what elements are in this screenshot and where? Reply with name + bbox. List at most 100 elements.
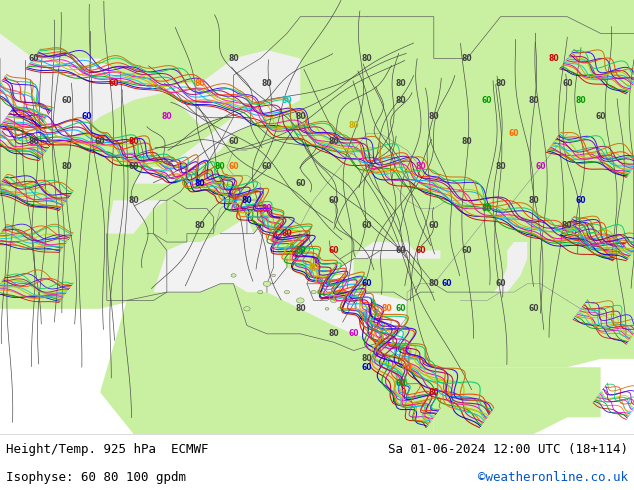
- Text: 60: 60: [228, 137, 239, 147]
- Text: 60: 60: [562, 79, 573, 88]
- Text: 80: 80: [529, 96, 539, 105]
- Circle shape: [272, 274, 276, 277]
- Text: 60: 60: [429, 221, 439, 230]
- Circle shape: [351, 299, 356, 302]
- Text: 80: 80: [328, 137, 339, 147]
- Text: 60: 60: [328, 196, 339, 205]
- Text: 60: 60: [395, 379, 406, 389]
- Text: 60: 60: [328, 246, 339, 255]
- Text: 80: 80: [562, 221, 573, 230]
- Text: 80: 80: [228, 54, 239, 63]
- Text: 80: 80: [295, 304, 306, 313]
- Text: 80: 80: [162, 112, 172, 122]
- Text: 60: 60: [128, 162, 139, 171]
- Text: 80: 80: [215, 162, 226, 171]
- Polygon shape: [354, 242, 441, 259]
- Circle shape: [231, 274, 236, 277]
- Text: 60: 60: [82, 112, 92, 122]
- Text: 80: 80: [548, 54, 559, 63]
- Text: 60: 60: [262, 162, 272, 171]
- Text: 80: 80: [195, 179, 205, 188]
- Polygon shape: [107, 200, 167, 234]
- Text: 80: 80: [295, 246, 306, 255]
- Circle shape: [311, 291, 316, 294]
- Polygon shape: [0, 0, 301, 184]
- Text: 60: 60: [362, 363, 372, 372]
- Text: 80: 80: [429, 112, 439, 122]
- Circle shape: [338, 307, 343, 311]
- Text: 60: 60: [395, 304, 406, 313]
- Text: Isophyse: 60 80 100 gpdm: Isophyse: 60 80 100 gpdm: [6, 471, 186, 484]
- Text: 60: 60: [495, 279, 506, 288]
- Text: 80: 80: [242, 196, 252, 205]
- Text: 60: 60: [508, 129, 519, 138]
- Text: 80: 80: [429, 279, 439, 288]
- Text: 80: 80: [482, 204, 493, 213]
- Circle shape: [263, 281, 271, 286]
- Text: 60: 60: [595, 112, 606, 122]
- Text: 60: 60: [395, 246, 406, 255]
- Text: 80: 80: [415, 162, 426, 171]
- Text: 80: 80: [262, 79, 272, 88]
- Text: 80: 80: [495, 79, 506, 88]
- Text: 60: 60: [529, 304, 539, 313]
- Circle shape: [258, 291, 263, 294]
- Text: 60: 60: [295, 179, 306, 188]
- Text: 80: 80: [128, 196, 139, 205]
- Text: 60: 60: [108, 79, 119, 88]
- Polygon shape: [100, 284, 434, 434]
- Circle shape: [285, 291, 290, 294]
- Text: 80: 80: [281, 96, 292, 105]
- Text: 80: 80: [195, 221, 205, 230]
- Circle shape: [328, 280, 339, 287]
- Text: 60: 60: [482, 96, 493, 105]
- Polygon shape: [153, 217, 407, 359]
- Text: 80: 80: [529, 196, 539, 205]
- Text: 80: 80: [429, 388, 439, 397]
- Text: 60: 60: [442, 279, 453, 288]
- Text: 80: 80: [328, 329, 339, 339]
- Text: Sa 01-06-2024 12:00 UTC (18+114): Sa 01-06-2024 12:00 UTC (18+114): [387, 443, 628, 456]
- Text: 80: 80: [349, 121, 359, 130]
- Text: 80: 80: [382, 304, 392, 313]
- Text: 80: 80: [362, 354, 372, 364]
- Polygon shape: [254, 225, 274, 250]
- Text: 60: 60: [95, 137, 105, 147]
- Text: 80: 80: [308, 263, 319, 271]
- Circle shape: [243, 307, 250, 311]
- Text: ©weatheronline.co.uk: ©weatheronline.co.uk: [477, 471, 628, 484]
- Text: 60: 60: [61, 96, 72, 105]
- Circle shape: [325, 308, 329, 310]
- Text: 60: 60: [362, 279, 372, 288]
- Circle shape: [297, 298, 304, 303]
- Text: 80: 80: [462, 54, 472, 63]
- Text: 80: 80: [128, 137, 139, 147]
- Text: 60: 60: [228, 162, 239, 171]
- Circle shape: [330, 298, 337, 303]
- Text: 80: 80: [495, 162, 506, 171]
- Text: 80: 80: [395, 96, 406, 105]
- Text: 80: 80: [262, 204, 272, 213]
- Text: 80: 80: [61, 162, 72, 171]
- Text: 60: 60: [535, 162, 546, 171]
- Text: 80: 80: [462, 137, 472, 147]
- Text: 60: 60: [462, 246, 472, 255]
- Text: 60: 60: [576, 196, 586, 205]
- Polygon shape: [107, 234, 167, 300]
- Circle shape: [317, 290, 323, 294]
- Text: 80: 80: [575, 96, 586, 105]
- Polygon shape: [320, 259, 354, 300]
- Text: 60: 60: [28, 54, 39, 63]
- Text: 80: 80: [362, 54, 372, 63]
- Text: 60: 60: [349, 329, 359, 339]
- Text: 60: 60: [362, 221, 372, 230]
- Text: 80: 80: [295, 112, 306, 122]
- Text: 80: 80: [395, 79, 406, 88]
- Text: 80: 80: [195, 79, 205, 88]
- Polygon shape: [380, 342, 600, 434]
- Polygon shape: [0, 0, 634, 367]
- Text: Height/Temp. 925 hPa  ECMWF: Height/Temp. 925 hPa ECMWF: [6, 443, 209, 456]
- Text: 80: 80: [402, 363, 412, 372]
- Polygon shape: [494, 242, 527, 292]
- Text: 80: 80: [28, 137, 39, 147]
